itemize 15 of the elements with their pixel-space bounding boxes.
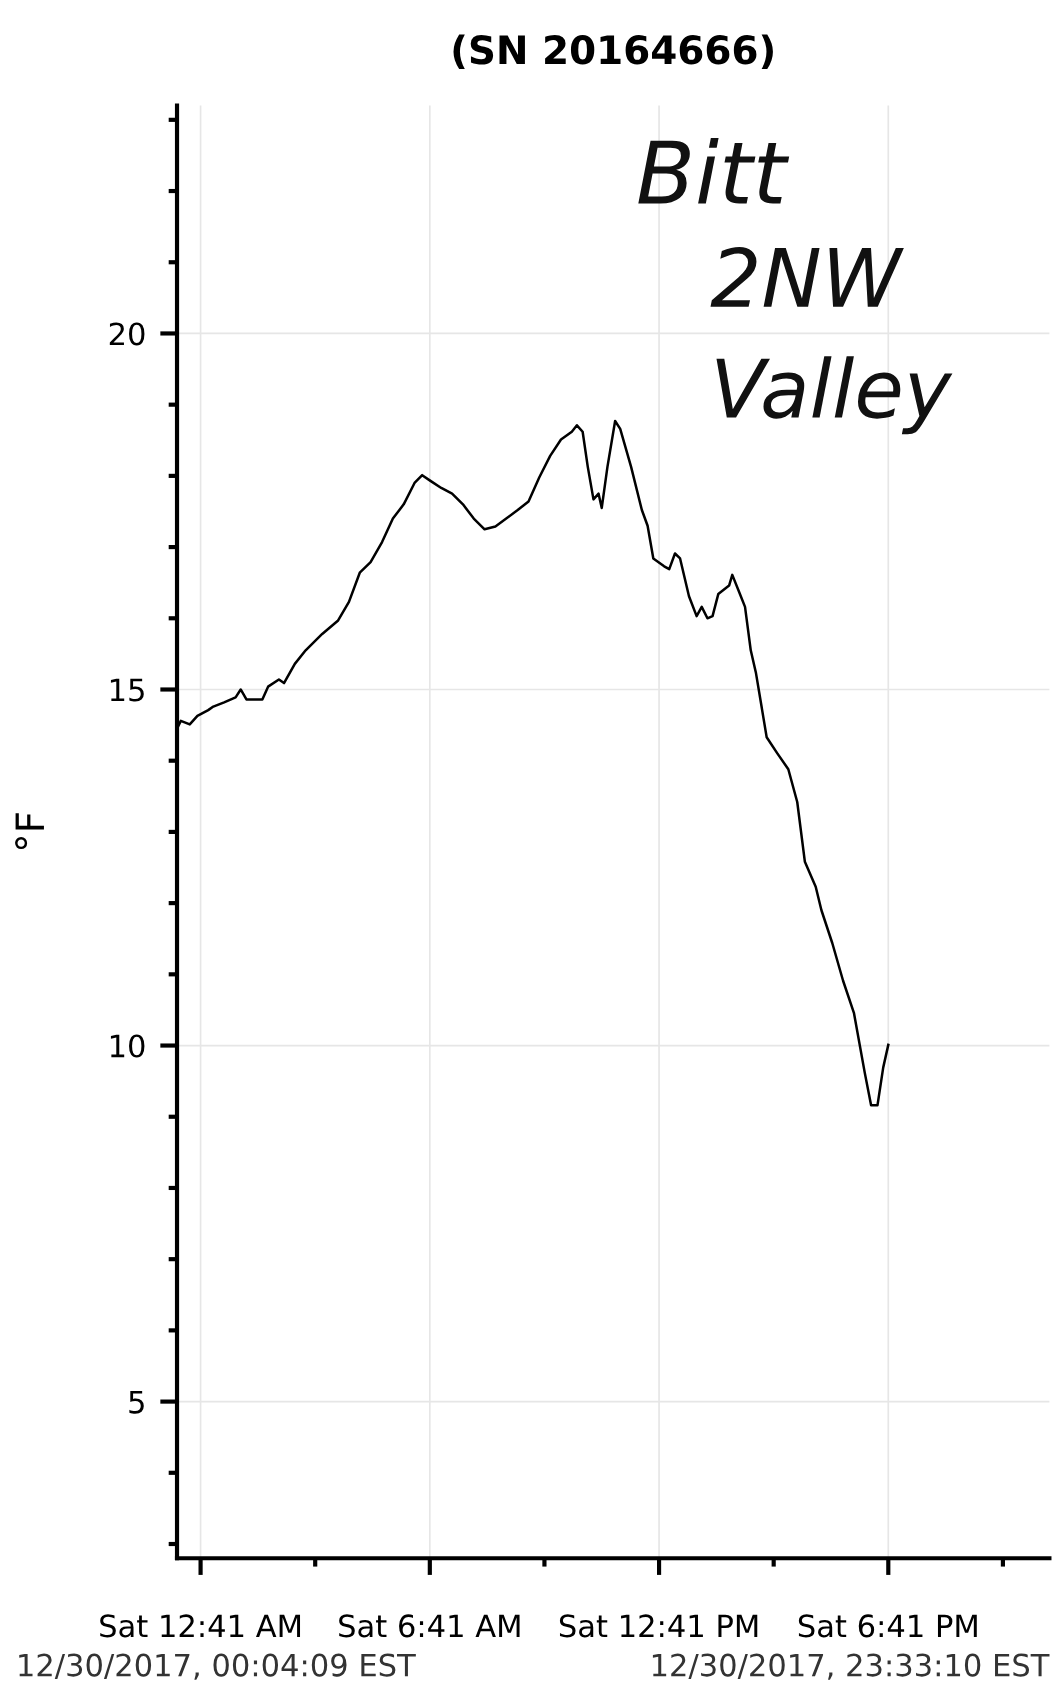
x-tick-label: Sat 12:41 AM: [100, 1614, 301, 1638]
annotation: 2NW: [710, 247, 904, 307]
y-tick-label: 5: [129, 1390, 144, 1414]
x-tick-label: Sat 6:41 AM: [339, 1614, 520, 1638]
y-axis-title: °F: [15, 813, 44, 850]
x-tick-label: Sat 12:41 PM: [559, 1614, 758, 1638]
y-tick-label: 15: [110, 678, 144, 702]
x-tick-label: Sat 6:41 PM: [798, 1614, 977, 1638]
text: 12/30/2017, 00:04:09 EST: [19, 1653, 416, 1680]
y-tick-label: 10: [110, 1034, 145, 1058]
annotation: Bitt: [638, 138, 790, 204]
annotation: Valley: [716, 356, 953, 435]
text: 12/30/2017, 23:33:10 EST: [652, 1653, 1050, 1680]
y-tick-label: 20: [109, 322, 145, 346]
chart-title: (SN 20164666): [453, 34, 773, 70]
